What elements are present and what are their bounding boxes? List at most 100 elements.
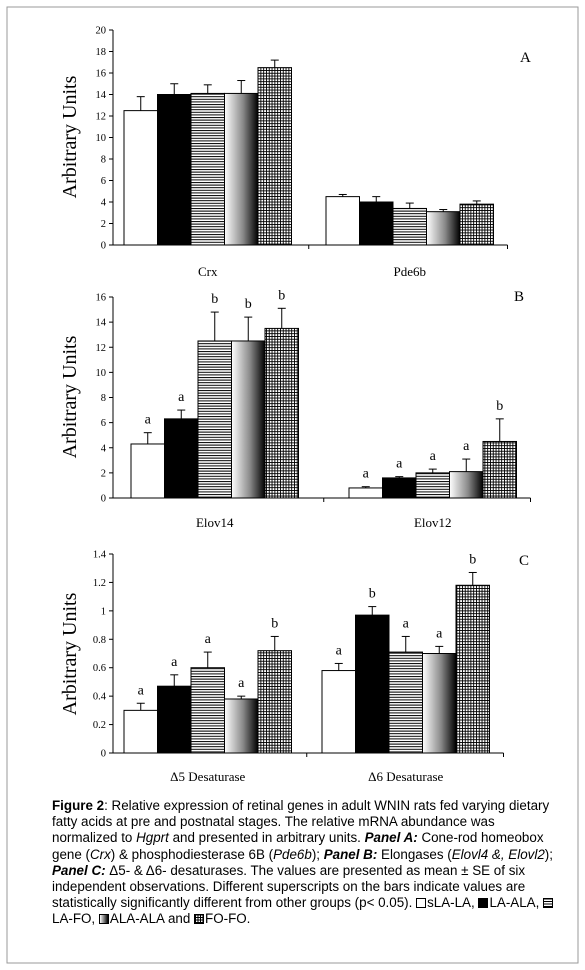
y-tick-label: 0.8	[93, 635, 106, 646]
legend-swatch-hlines	[543, 898, 554, 909]
caption-italic: Elovl4 &, Elovl2	[451, 846, 545, 862]
bar-gradient	[449, 471, 484, 499]
caption-text: Elongases (	[377, 846, 452, 862]
y-tick-label: 2	[101, 219, 106, 230]
caption-label: Figure 2	[52, 798, 105, 813]
x-category-label: Pde6b	[394, 264, 427, 279]
bar-hlines	[415, 472, 450, 499]
bar-white	[123, 709, 158, 754]
panel-label: A	[520, 50, 531, 66]
y-tick-label: 0.4	[93, 692, 107, 703]
bar-black	[157, 94, 192, 246]
legend-swatch-black	[478, 898, 489, 909]
y-tick-label: 0	[101, 494, 106, 505]
caption-text: Cone-rod homeobox gene (	[52, 830, 544, 862]
caption-panel-a: Panel A:	[364, 830, 418, 846]
bar-white	[321, 670, 356, 754]
caption-italic: Hgprt	[136, 830, 169, 846]
bar-hlines	[388, 651, 423, 754]
legend-swatch-white	[416, 898, 427, 909]
significance-letter: a	[436, 626, 443, 641]
x-category-label: Elov14	[196, 515, 234, 530]
significance-letter: a	[238, 676, 245, 691]
y-axis-label: Arbitrary Units	[59, 75, 81, 198]
legend-label: LA-FO,	[52, 911, 96, 927]
legend-label: sLA-LA,	[427, 895, 475, 911]
bar-gradient	[422, 653, 457, 754]
significance-letter: a	[403, 616, 410, 631]
y-tick-label: 6	[101, 176, 106, 187]
significance-letter: a	[205, 632, 212, 647]
figure-border	[6, 6, 579, 964]
y-tick-label: 4	[101, 443, 107, 454]
y-tick-label: 20	[96, 26, 107, 37]
y-tick-label: 16	[96, 69, 107, 80]
bar-white	[325, 196, 360, 246]
significance-letter: a	[336, 643, 343, 658]
y-tick-label: 18	[96, 47, 107, 58]
y-tick-label: 16	[96, 293, 107, 304]
caption-text: Δ5- & Δ6- desaturases. The values are pr…	[52, 862, 526, 911]
y-tick-label: 10	[96, 133, 107, 144]
y-tick-label: 0.6	[93, 663, 106, 674]
panel-label: C	[519, 553, 529, 569]
legend-label: FO-FO.	[205, 911, 251, 927]
significance-letter: b	[469, 552, 476, 567]
significance-letter: a	[138, 683, 145, 698]
y-axis-label: Arbitrary Units	[59, 335, 81, 458]
bar-hlines	[190, 667, 225, 754]
bar-black	[382, 477, 417, 499]
x-category-label: Δ5 Desaturase	[170, 769, 245, 784]
bar-black	[157, 685, 192, 754]
legend-label: ALA-ALA and	[109, 911, 191, 927]
caption-panel-b: Panel B:	[323, 846, 378, 862]
bar-gradient	[231, 340, 266, 499]
significance-letter: b	[496, 399, 503, 414]
significance-letter: a	[396, 457, 403, 472]
bar-gradient	[224, 92, 259, 246]
bar-grid	[459, 203, 494, 246]
bar-grid	[264, 327, 299, 499]
x-category-label: Elov12	[414, 515, 452, 530]
y-tick-label: 12	[96, 343, 107, 354]
bar-white	[130, 443, 165, 499]
chart-panel-b: 0 2 4 6 8 10 12 14 16 Arbitrary Units Ba a b b b Elov14…	[59, 288, 531, 530]
y-tick-label: 0	[101, 749, 106, 760]
y-tick-label: 12	[96, 112, 107, 123]
y-tick-label: 1	[101, 606, 106, 617]
caption-text: );	[544, 846, 553, 862]
caption-text: );	[311, 846, 324, 862]
bar-hlines	[197, 340, 232, 499]
y-tick-label: 4	[101, 198, 107, 209]
caption-text: and presented in arbitrary units.	[168, 830, 365, 846]
panel-label: B	[514, 289, 524, 305]
significance-letter: a	[363, 467, 370, 482]
y-tick-label: 2	[101, 468, 106, 479]
chart-panel-a: 0 2 4 6 8 10 12 14 16 18 20 Arbitrary Units A Crx Pde6…	[59, 26, 531, 280]
caption-italic: Pde6b	[273, 846, 312, 862]
y-axis-label: Arbitrary Units	[59, 592, 81, 715]
significance-letter: a	[463, 439, 470, 454]
y-tick-label: 10	[96, 368, 107, 379]
caption-text: : Relative expression of retinal genes i…	[52, 798, 550, 846]
legend-swatch-grid	[194, 914, 205, 925]
bar-black	[359, 201, 394, 246]
bar-grid	[482, 440, 517, 499]
y-tick-label: 8	[101, 155, 106, 166]
y-tick-label: 1.2	[93, 578, 106, 589]
bar-black	[355, 614, 390, 754]
legend-swatch-gradient	[98, 914, 109, 925]
bar-hlines	[392, 207, 427, 246]
x-category-label: Δ6 Desaturase	[368, 769, 443, 784]
bar-gradient	[426, 211, 461, 246]
x-category-label: Crx	[198, 264, 218, 279]
bar-gradient	[224, 698, 259, 754]
bar-white	[123, 110, 158, 246]
significance-letter: a	[171, 655, 178, 670]
bar-grid	[455, 584, 490, 754]
legend-label: LA-ALA,	[489, 895, 540, 911]
significance-letter: b	[369, 587, 376, 602]
bar-black	[164, 418, 199, 499]
y-tick-label: 1.4	[93, 550, 107, 561]
y-tick-label: 0.2	[93, 720, 106, 731]
